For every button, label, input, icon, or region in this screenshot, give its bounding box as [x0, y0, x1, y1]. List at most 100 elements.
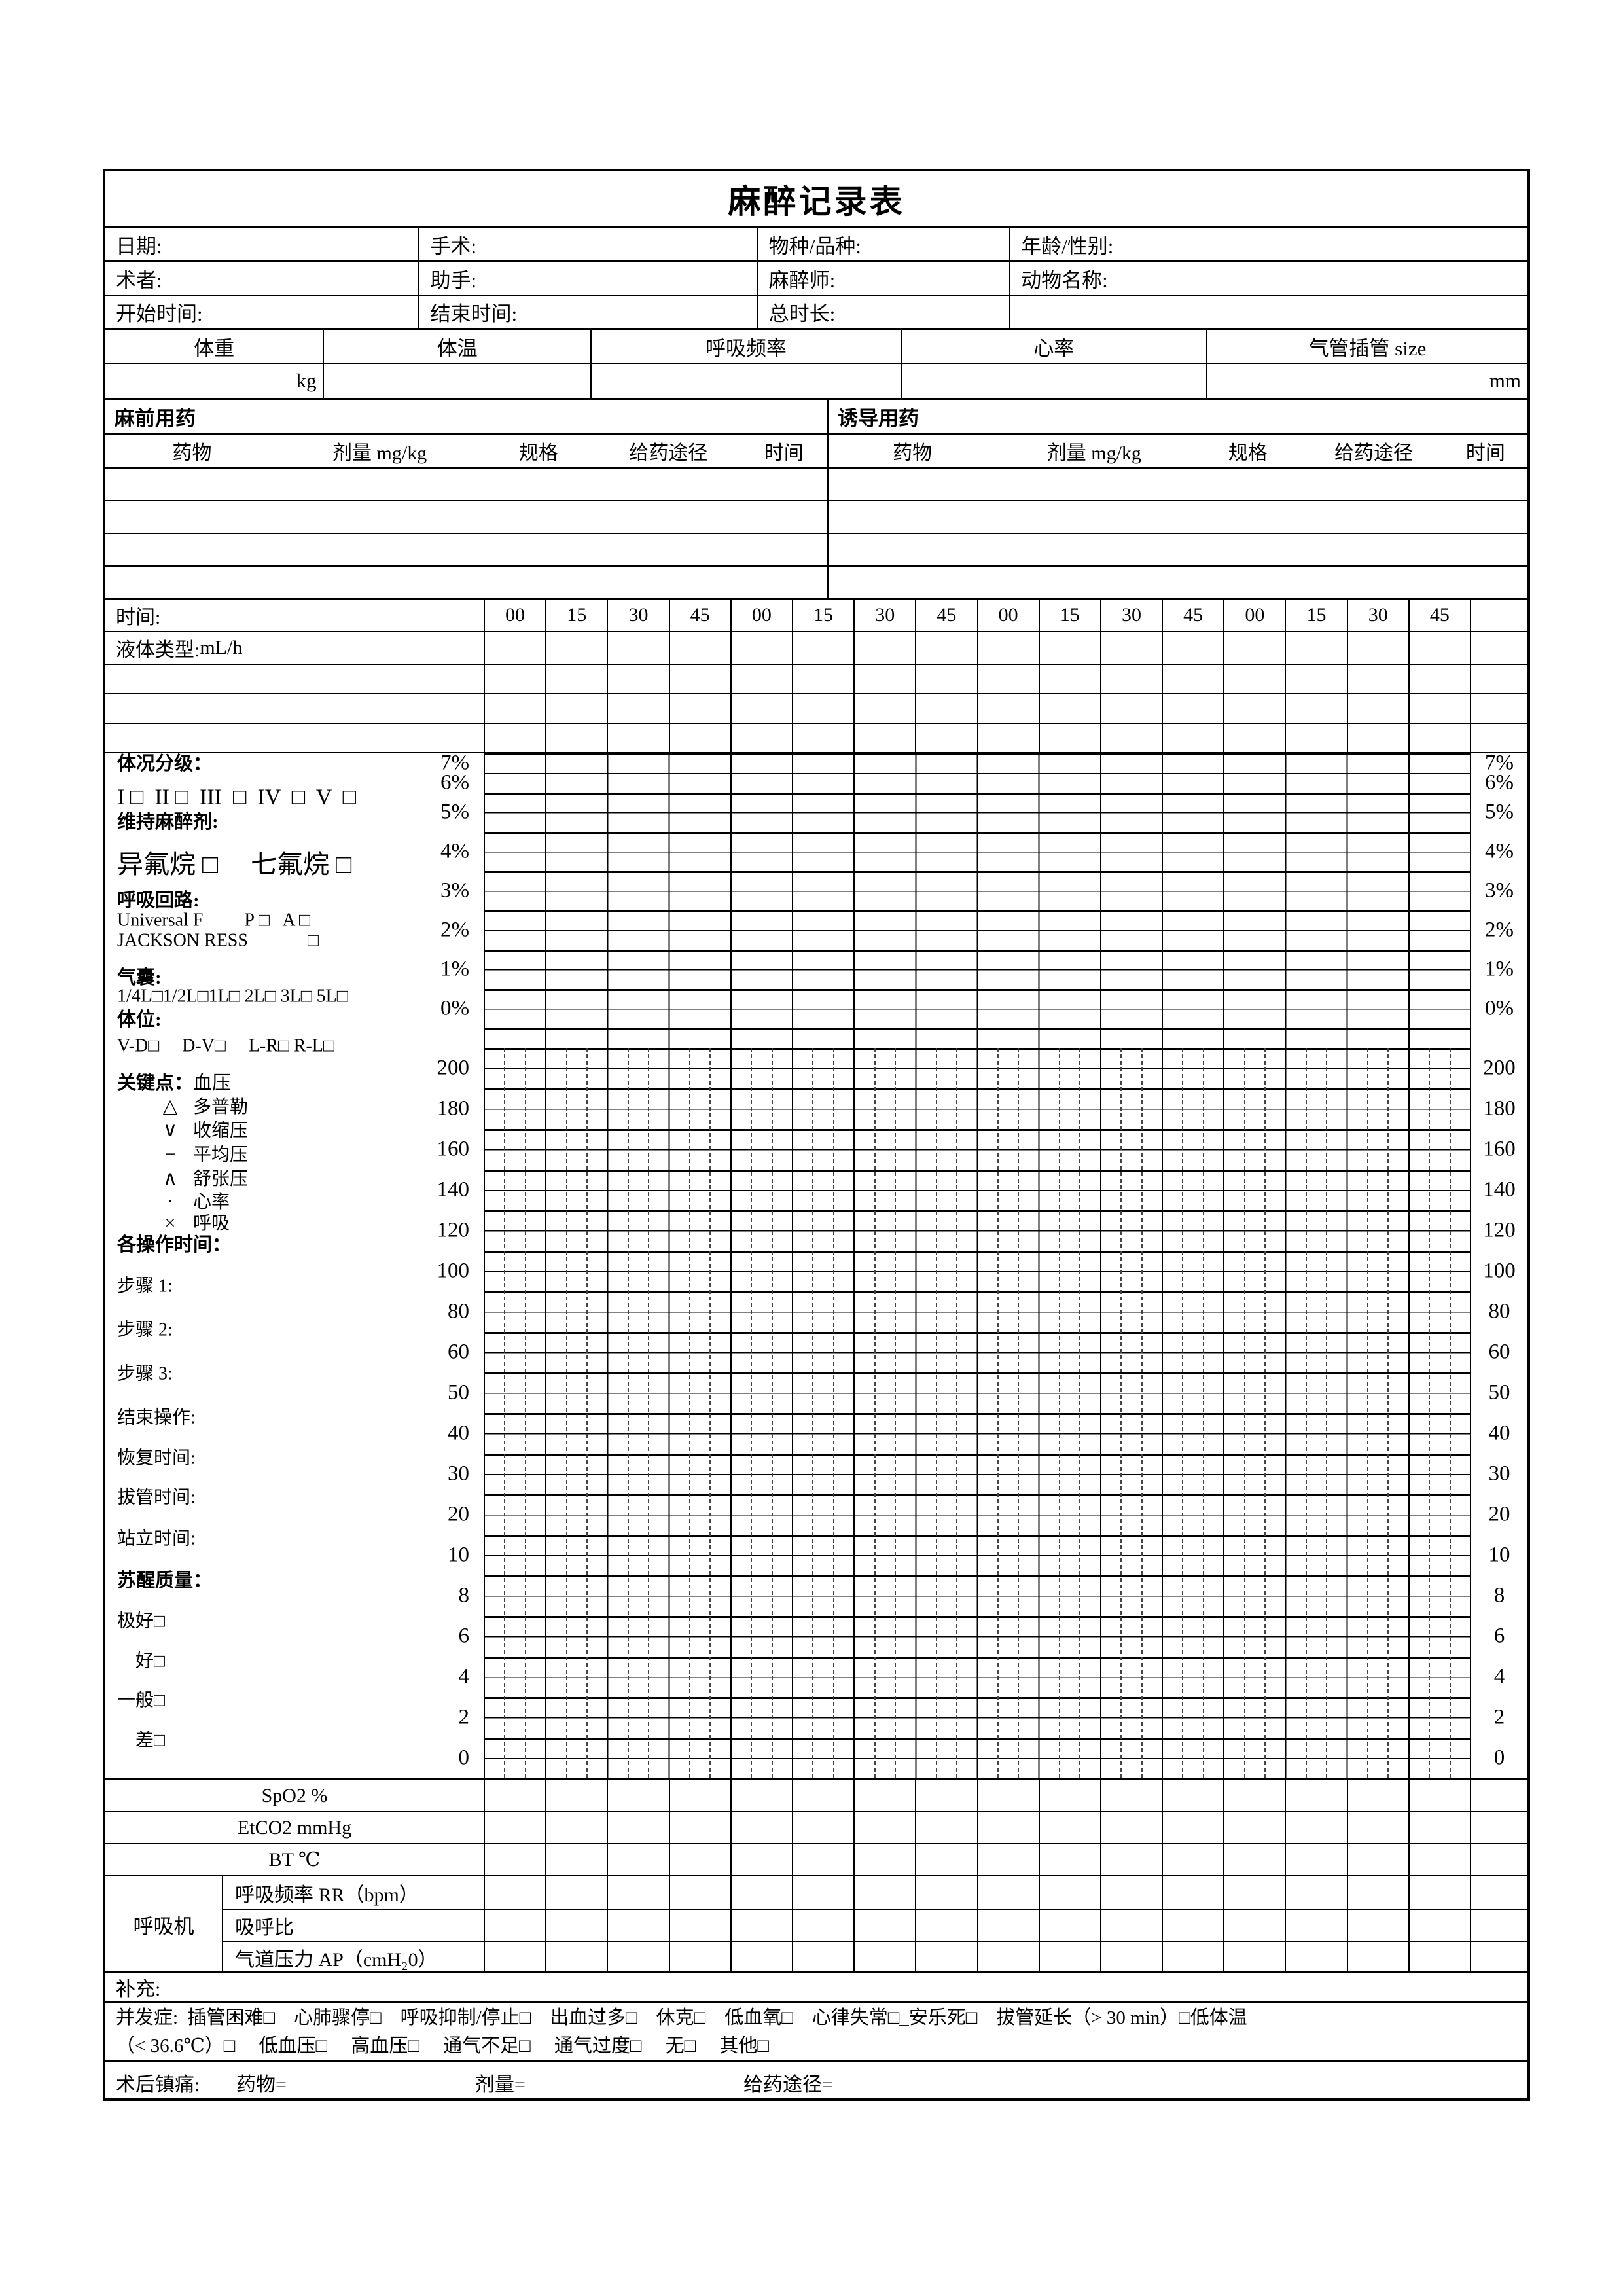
assistant-label: 助手: — [418, 262, 757, 295]
legend-symbol: · — [167, 1191, 173, 1213]
grid-cell — [1285, 1941, 1347, 1973]
time-tick-cell: 45 — [915, 600, 976, 631]
ventilator-label: 呼吸机 — [133, 1915, 194, 1938]
five-min-dashed-line — [1141, 1048, 1143, 1778]
grid-cell — [1162, 1844, 1223, 1875]
sidebar-text: 站立时间: — [117, 1528, 196, 1549]
grid-cell — [1038, 724, 1100, 752]
premed-title: 麻前用药 — [115, 407, 196, 430]
grid-cell — [545, 1780, 607, 1811]
grid-cell — [545, 1812, 607, 1843]
five-min-dashed-line — [688, 1048, 690, 1778]
sidebar-line: 步骤 1: — [105, 1276, 484, 1297]
grid-cell — [1038, 694, 1100, 723]
grid-cell — [1346, 1876, 1408, 1909]
grid-cell — [976, 1812, 1039, 1843]
grid-cell — [976, 724, 1039, 752]
grid-cell — [1285, 665, 1346, 693]
sidebar-text-suffix: 血压 — [193, 1073, 232, 1094]
grid-cell — [1223, 1941, 1285, 1973]
sidebar-text: 拔管时间: — [117, 1487, 196, 1508]
time-tick-cell: 30 — [853, 600, 915, 631]
grid-cell — [1346, 1780, 1408, 1811]
numeric-scale-label-left: 10 — [448, 1543, 469, 1567]
etco2-label: EtCO2 mmHg — [237, 1816, 352, 1839]
grid-cell — [1346, 1941, 1408, 1973]
empty-cell — [1009, 296, 1527, 328]
five-min-dashed-line — [1079, 1048, 1081, 1778]
time-tick-cell: 15 — [1285, 600, 1346, 631]
grid-cell — [791, 665, 853, 693]
sidebar-text: 苏醒质量： — [117, 1570, 213, 1592]
grid-cell — [1346, 724, 1408, 752]
grid-cell — [607, 694, 668, 723]
grid-cell — [853, 694, 915, 723]
grid-cell — [1038, 632, 1100, 664]
grid-cell — [1346, 632, 1408, 664]
grid-cell — [730, 665, 792, 693]
sidebar-line: 各操作时间： — [105, 1234, 484, 1256]
numeric-scale-label-right: 10 — [1488, 1543, 1510, 1567]
grid-cell — [791, 632, 853, 664]
grid-cell — [1099, 1909, 1162, 1941]
numeric-scale-label-right: 180 — [1483, 1096, 1516, 1121]
percent-scale-label-left: 6% — [440, 770, 469, 795]
percent-scale-label-right: 3% — [1485, 878, 1514, 903]
supplement-label: 补充: — [116, 1978, 161, 2000]
grid-cell — [668, 1812, 730, 1843]
numeric-scale-label-left: 8 — [458, 1583, 470, 1607]
ventilator-param-label: 呼吸频率 RR（bpm） — [222, 1876, 484, 1909]
grid-cell — [1285, 1909, 1347, 1941]
grid-cell — [915, 1844, 976, 1875]
grid-cell — [484, 1780, 545, 1811]
grid-cell — [853, 665, 915, 693]
grid-cell — [1099, 1876, 1162, 1909]
sidebar-text: 恢复时间: — [117, 1448, 196, 1469]
sidebar-line: 极好□ — [105, 1611, 484, 1632]
legend-symbol: △ — [162, 1096, 178, 1118]
numeric-scale-label-right: 0 — [1493, 1746, 1505, 1770]
percent-scale-label-right: 4% — [1485, 839, 1514, 863]
fluid-label-cell: 液体类型: mL/h — [105, 632, 484, 664]
grid-cell — [915, 724, 976, 752]
numeric-scale-label-right: 50 — [1488, 1380, 1510, 1405]
sidebar-line: 好□ — [105, 1651, 484, 1672]
numeric-scale-label-right: 160 — [1483, 1137, 1516, 1161]
sidebar-line: 呼吸回路: — [105, 890, 484, 912]
page-title: 麻醉记录表 — [105, 171, 1527, 228]
numeric-scale-label-left: 50 — [448, 1380, 469, 1405]
sidebar-text: 维持麻醉剂: — [117, 812, 219, 833]
legend-symbol: ∧ — [163, 1168, 177, 1190]
grid-cell — [1038, 665, 1100, 693]
grid-cell — [976, 632, 1039, 664]
numeric-scale-label-right: 8 — [1493, 1583, 1505, 1607]
five-min-dashed-line — [832, 1048, 834, 1778]
vitals-units-row: kg mm — [105, 364, 1527, 400]
sidebar-line: 步骤 3: — [105, 1364, 484, 1385]
complications-line1: 并发症: 插管困难□ 心肺骤停□ 呼吸抑制/停止□ 出血过多□ 休克□ 低血氧□… — [116, 2007, 1247, 2028]
numeric-scale-label-right: 140 — [1483, 1177, 1516, 1202]
col-time: 时间 — [1465, 442, 1505, 464]
numeric-scale-label-left: 60 — [448, 1340, 469, 1364]
induction-columns: 药物 剂量 mg/kg 规格 给药途径 时间 — [827, 435, 1527, 467]
grid-cell — [1223, 1780, 1285, 1811]
legend-label: 心率 — [193, 1192, 230, 1213]
time-tick-cell: 00 — [976, 600, 1039, 631]
sidebar-line: 维持麻醉剂: — [105, 812, 484, 833]
grid-cell — [915, 1876, 976, 1909]
info-row-2: 术者: 助手: 麻醉师: 动物名称: — [105, 262, 1527, 296]
grid-cell — [976, 1876, 1039, 1909]
grid-cell — [1470, 1812, 1527, 1843]
grid-cell — [484, 665, 545, 693]
sidebar-line: 拔管时间: — [105, 1488, 484, 1509]
monitoring-chart: 体况分级： I □ II □ III □ IV □ V □ 维持麻醉剂: 异氟烷 □ … — [105, 751, 1527, 1780]
grid-cell — [1223, 1909, 1285, 1941]
percent-scale-label-left: 2% — [440, 918, 469, 942]
numeric-scale-label-right: 40 — [1488, 1421, 1510, 1445]
end-time-label: 结束时间: — [418, 296, 757, 328]
five-min-dashed-line — [1059, 1048, 1061, 1778]
five-min-dashed-line — [504, 1048, 506, 1778]
complications-row: 并发症: 插管困难□ 心肺骤停□ 呼吸抑制/停止□ 出血过多□ 休克□ 低血氧□… — [105, 2003, 1527, 2062]
percent-scale-label-right: 0% — [1485, 996, 1514, 1020]
time-tick-cell: 00 — [484, 600, 545, 631]
